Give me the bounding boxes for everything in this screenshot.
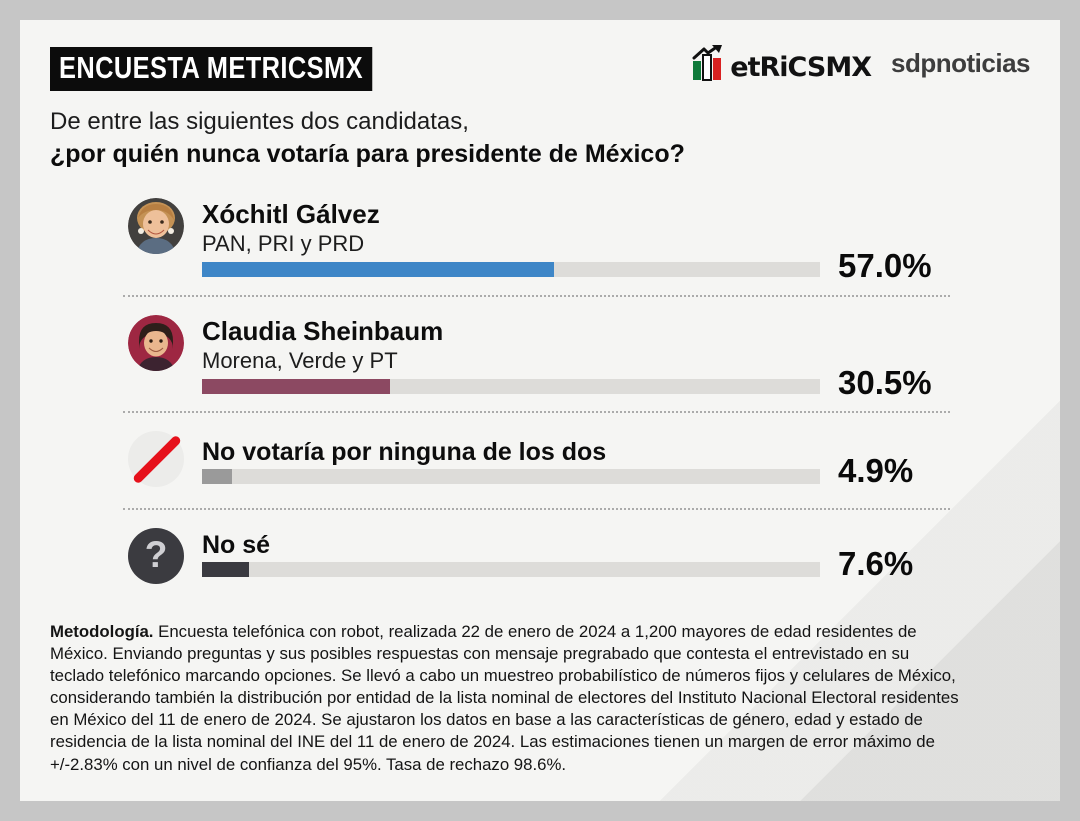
candidate-name: Xóchitl Gálvez — [202, 199, 380, 229]
result-bar-fill — [202, 379, 391, 394]
option-label: No votaría por ninguna de los dos — [202, 438, 607, 466]
result-bar-track — [202, 562, 820, 577]
result-bar-fill — [202, 562, 249, 577]
question-glyph: ? — [144, 533, 168, 575]
no-vote-slash-icon — [128, 431, 184, 487]
result-bar-track — [202, 262, 820, 277]
question-mark-icon: ? — [128, 528, 184, 584]
candidate-party: Morena, Verde y PT — [202, 348, 398, 373]
bar-chart-arrow-icon — [692, 45, 723, 81]
brand-bar: etRiCSMX sdpnoticias — [692, 45, 1030, 81]
result-percentage: 30.5% — [838, 364, 932, 401]
result-percentage: 7.6% — [838, 545, 914, 582]
question-line-1: De entre las siguientes dos candidatas, — [50, 108, 469, 135]
question-line-2: ¿por quién nunca votaría para presidente… — [50, 140, 685, 168]
metricsmx-wordmark: etRiCSMX — [730, 52, 872, 83]
poll-title-badge: ENCUESTA METRICSMX — [50, 47, 373, 91]
option-label: No sé — [202, 531, 271, 559]
red-slash — [131, 434, 183, 485]
candidate-party: PAN, PRI y PRD — [202, 231, 365, 256]
result-percentage: 4.9% — [838, 452, 914, 489]
xochitl-galvez-avatar — [128, 198, 184, 254]
result-bar-fill — [202, 262, 555, 277]
result-bar-fill — [202, 469, 233, 484]
methodology-text: Metodología. Encuesta telefónica con rob… — [50, 622, 959, 774]
result-bar-track — [202, 469, 820, 484]
row-separator — [123, 295, 950, 297]
candidate-name: Claudia Sheinbaum — [202, 316, 444, 346]
infographic-card: ENCUESTA METRICSMX etRiCSMX sdpnoticias … — [20, 20, 1060, 801]
result-percentage: 57.0% — [838, 247, 932, 284]
result-bar-track — [202, 379, 820, 394]
row-separator — [123, 411, 950, 413]
row-separator — [123, 508, 950, 510]
sdpnoticias-wordmark: sdpnoticias — [891, 48, 1030, 78]
claudia-sheinbaum-avatar — [128, 315, 184, 371]
methodology-title: Metodología. — [50, 622, 154, 641]
metricsmx-logo: etRiCSMX — [692, 45, 872, 83]
result-row-neither: No votaría por ninguna de los dos 4.9% — [20, 20, 1060, 489]
